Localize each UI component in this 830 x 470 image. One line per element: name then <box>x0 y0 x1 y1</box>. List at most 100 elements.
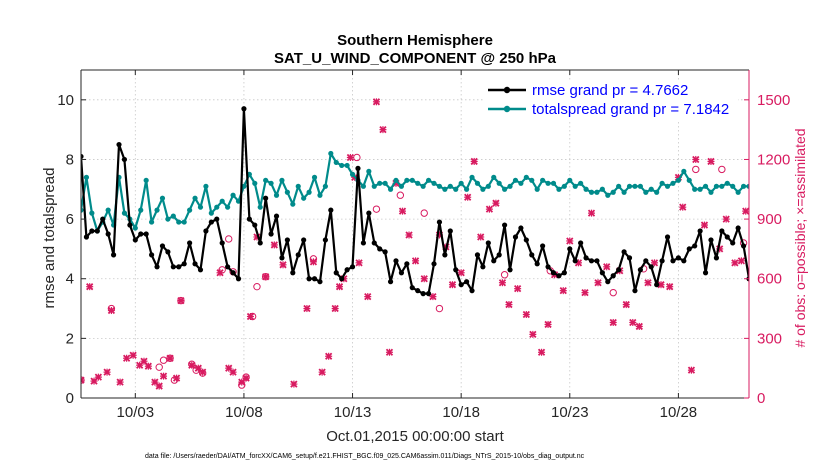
rmse-data-point <box>246 216 252 222</box>
rmse-data-point <box>643 258 649 264</box>
totalspread-data-point <box>273 192 280 198</box>
rmse-data-point <box>138 231 144 237</box>
obs-layer <box>81 98 749 390</box>
rmse-data-point <box>616 267 622 273</box>
y-right-tick-label: 1500 <box>757 92 790 109</box>
totalspread-data-point <box>702 183 709 189</box>
totalspread-data-point <box>817 178 822 183</box>
totalspread-data-point <box>735 189 741 195</box>
totalspread-data-point <box>458 180 464 186</box>
obs-assimilated-marker <box>405 231 413 239</box>
rmse-data-point <box>817 273 822 278</box>
obs-assimilated-marker <box>144 362 152 370</box>
totalspread-data-point <box>290 201 296 207</box>
totalspread-data-point <box>648 186 654 192</box>
obs-assimilated-marker <box>566 237 574 245</box>
totalspread-data-point <box>561 183 567 189</box>
totalspread-data-point <box>225 204 231 210</box>
rmse-data-point <box>648 264 654 270</box>
obs-assimilated-marker <box>457 269 465 277</box>
obs-assimilated-marker <box>262 273 270 281</box>
obs-assimilated-marker <box>103 368 111 376</box>
obs-assimilated-marker <box>609 318 617 327</box>
totalspread-data-point <box>713 183 720 189</box>
rmse-data-point <box>637 267 643 273</box>
rmse-data-point <box>355 165 361 171</box>
rmse-data-point <box>610 273 616 279</box>
totalspread-data-point <box>578 180 584 186</box>
totalspread-data-point <box>192 195 198 201</box>
rmse-data-point <box>230 270 236 276</box>
totalspread-data-point <box>105 207 111 213</box>
rmse-data-point <box>480 264 486 270</box>
rmse-data-point <box>143 231 149 237</box>
rmse-data-point <box>404 261 410 267</box>
totalspread-data-point <box>339 162 345 169</box>
rmse-data-point <box>317 279 323 285</box>
totalspread-data-point <box>507 183 513 189</box>
totalspread-data-point <box>328 150 334 157</box>
rmse-data-point <box>670 258 676 264</box>
rmse-data-point <box>252 222 258 228</box>
totalspread-data-point <box>599 186 605 192</box>
totalspread-data-point <box>697 186 703 192</box>
obs-assimilated-marker <box>199 368 207 376</box>
totalspread-data-point <box>632 183 638 189</box>
totalspread-data-point <box>768 190 773 195</box>
rmse-data-point <box>127 222 133 228</box>
obs-assimilated-marker <box>622 300 630 309</box>
totalspread-data-point <box>480 186 486 192</box>
rmse-data-point <box>382 249 388 255</box>
legend-spread-label: totalspread grand pr = 7.1842 <box>532 101 729 118</box>
totalspread-data-point <box>154 207 160 213</box>
rmse-data-point <box>512 234 519 240</box>
chart-subtitle: SAT_U_WIND_COMPONENT @ 250 hPa <box>274 50 557 67</box>
obs-assimilated-marker <box>420 275 428 283</box>
obs-assimilated-marker <box>309 258 318 266</box>
y-tick-label: 4 <box>66 271 74 288</box>
rmse-data-point <box>442 252 448 258</box>
obs-assimilated-marker <box>364 292 372 301</box>
totalspread-data-point <box>757 187 762 192</box>
totalspread-data-point <box>187 207 193 213</box>
totalspread-data-point <box>594 189 600 195</box>
totalspread-data-point <box>366 168 372 174</box>
rmse-data-point <box>284 237 290 243</box>
rmse-data-point <box>105 231 111 237</box>
rmse-data-point <box>333 270 339 276</box>
rmse-data-point <box>686 246 692 252</box>
totalspread-data-point <box>496 180 502 186</box>
obs-assimilated-marker <box>731 259 739 267</box>
obs-assimilated-marker <box>666 283 674 291</box>
rmse-data-point <box>626 255 633 261</box>
totalspread-data-point <box>143 177 149 183</box>
obs-assimilated-marker <box>477 233 485 241</box>
totalspread-data-point <box>822 187 827 192</box>
totalspread-data-point <box>263 177 269 183</box>
obs-assimilated-marker <box>379 125 387 134</box>
totalspread-data-point <box>89 210 95 216</box>
totalspread-data-point <box>409 177 415 183</box>
rmse-data-point <box>170 264 176 270</box>
y-right-tick-label: 0 <box>757 390 765 407</box>
obs-assimilated-marker <box>86 283 94 291</box>
rmse-data-point <box>235 276 242 282</box>
rmse-data-point <box>425 291 432 297</box>
rmse-data-point <box>387 279 394 285</box>
totalspread-data-point <box>740 183 747 189</box>
totalspread-data-point <box>257 204 263 210</box>
rmse-data-point <box>420 291 426 297</box>
rmse-data-point <box>116 141 122 148</box>
totalspread-data-point <box>208 210 214 216</box>
rmse-data-point <box>572 258 578 264</box>
totalspread-data-point <box>812 184 817 189</box>
totalspread-data-point <box>730 183 736 189</box>
obs-assimilated-marker <box>177 296 185 305</box>
rmse-data-point <box>507 267 513 273</box>
rmse-data-point <box>719 228 725 234</box>
rmse-data-point <box>469 288 475 294</box>
rmse-data-point <box>225 264 231 270</box>
rmse-data-point <box>311 276 318 282</box>
y-axis-label: rmse and totalspread <box>41 168 58 309</box>
